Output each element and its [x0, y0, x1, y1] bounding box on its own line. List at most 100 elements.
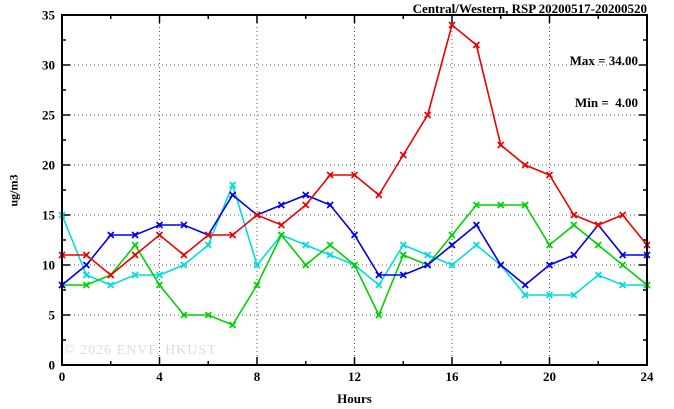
data-point-center — [426, 263, 430, 267]
series-green — [58, 201, 651, 329]
watermark: © 2026 ENVF, HKUST — [64, 343, 217, 358]
data-point-center — [304, 203, 308, 207]
data-point-center — [377, 273, 381, 277]
data-point-center — [231, 233, 235, 237]
y-tick-label: 10 — [42, 258, 55, 273]
data-point-center — [499, 263, 503, 267]
data-point-center — [572, 213, 576, 217]
data-point-center — [328, 173, 332, 177]
data-point-center — [133, 273, 137, 277]
data-point-center — [304, 263, 308, 267]
data-point-center — [206, 243, 210, 247]
data-point-center — [401, 253, 405, 257]
data-point-center — [450, 23, 454, 27]
x-tick-label: 8 — [254, 369, 261, 384]
y-tick-label: 30 — [42, 58, 55, 73]
data-point-center — [304, 193, 308, 197]
data-point-center — [255, 263, 259, 267]
data-point-center — [450, 243, 454, 247]
tick-labels: 0 5 10 15 20 25 30 35 0 4 8 12 16 20 24 — [42, 8, 654, 385]
data-point-center — [182, 223, 186, 227]
legend-max-line: Max = 34.00 — [569, 53, 638, 68]
data-point-center — [474, 223, 478, 227]
x-axis-label: Hours — [337, 391, 372, 406]
data-point-center — [255, 213, 259, 217]
data-point-center — [547, 263, 552, 267]
data-point-center — [352, 233, 357, 237]
x-tick-label: 24 — [641, 369, 655, 384]
data-point-center — [157, 273, 162, 277]
data-point-center — [572, 253, 576, 257]
data-point-center — [547, 293, 552, 297]
series-red — [58, 21, 651, 279]
data-point-center — [279, 223, 283, 227]
x-tick-label: 4 — [156, 369, 163, 384]
data-point-center — [279, 233, 283, 237]
data-point-center — [596, 243, 600, 247]
data-point-center — [352, 173, 357, 177]
data-point-center — [157, 283, 162, 287]
data-point-center — [84, 273, 88, 277]
y-tick-label: 5 — [49, 308, 56, 323]
data-point-center — [426, 113, 430, 117]
y-tick-label: 20 — [42, 158, 55, 173]
data-point-center — [621, 253, 625, 257]
data-point-center — [84, 263, 88, 267]
x-tick-label: 20 — [543, 369, 556, 384]
data-point-center — [547, 243, 552, 247]
data-point-center — [523, 293, 527, 297]
data-point-center — [474, 243, 478, 247]
data-point-center — [572, 223, 576, 227]
data-point-center — [523, 163, 527, 167]
data-point-center — [182, 253, 186, 257]
data-point-center — [621, 213, 625, 217]
data-point-center — [133, 243, 137, 247]
data-point-center — [572, 293, 576, 297]
data-point-center — [426, 253, 430, 257]
data-point-center — [401, 243, 405, 247]
y-tick-label: 35 — [42, 8, 56, 23]
data-point-center — [109, 273, 113, 277]
data-point-center — [328, 243, 332, 247]
x-tick-label: 0 — [59, 369, 66, 384]
series-green-markers — [58, 201, 651, 329]
data-point-center — [255, 283, 259, 287]
data-point-center — [109, 283, 113, 287]
legend-min-line: Min = 4.00 — [574, 95, 638, 110]
data-point-center — [499, 203, 503, 207]
y-tick-label: 25 — [42, 108, 56, 123]
data-point-center — [231, 193, 235, 197]
data-point-center — [182, 263, 186, 267]
data-point-center — [401, 153, 405, 157]
data-point-center — [377, 313, 381, 317]
data-point-center — [206, 233, 210, 237]
data-point-center — [157, 233, 162, 237]
y-tick-label: 0 — [49, 358, 56, 373]
x-tick-label: 12 — [348, 369, 361, 384]
data-point-center — [328, 203, 332, 207]
data-point-center — [279, 203, 283, 207]
data-point-center — [547, 173, 552, 177]
data-point-center — [523, 203, 527, 207]
plot-border — [61, 14, 648, 366]
data-point-center — [352, 263, 357, 267]
legend-max-min: Max = 34.00 Min = 4.00 — [570, 26, 638, 124]
data-point-center — [328, 253, 332, 257]
data-point-center — [304, 243, 308, 247]
data-point-center — [596, 273, 600, 277]
axis-ticks — [61, 14, 648, 366]
data-point-center — [133, 233, 137, 237]
data-point-center — [621, 283, 625, 287]
data-point-center — [182, 313, 186, 317]
data-point-center — [621, 263, 625, 267]
data-point-center — [377, 283, 381, 287]
data-point-center — [231, 323, 235, 327]
data-point-center — [133, 253, 137, 257]
data-point-center — [523, 283, 527, 287]
data-point-center — [84, 253, 88, 257]
y-tick-label: 15 — [42, 208, 56, 223]
data-point-center — [401, 273, 405, 277]
data-point-center — [474, 43, 478, 47]
data-point-center — [157, 223, 162, 227]
